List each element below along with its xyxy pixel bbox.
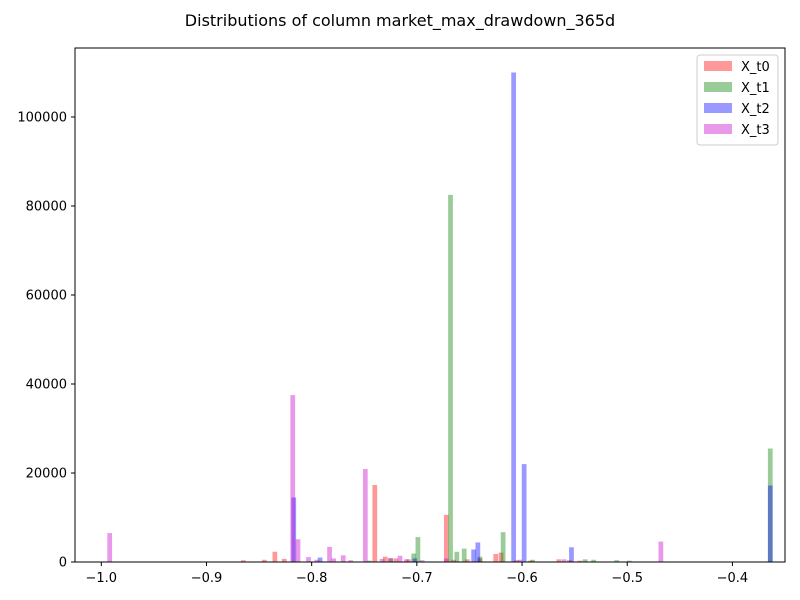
x-axis: −1.0 −0.9 −0.8 −0.7 −0.6 −0.5 −0.4: [86, 562, 749, 586]
y-tick-label-4: 80000: [26, 199, 67, 214]
bar-x-t1-13: [626, 560, 632, 562]
y-axis: 0 20000 40000 60000 80000 100000: [17, 110, 75, 571]
bar-x-t2-7: [569, 547, 574, 562]
bar-x-t3-11: [388, 557, 393, 562]
bar-x-t2-1: [317, 557, 323, 562]
bar-x-t3-2: [295, 539, 301, 562]
bar-x-t0-11: [477, 558, 483, 562]
bar-x-t0-6: [393, 558, 399, 562]
y-tick-label-3: 60000: [26, 288, 67, 303]
bar-x-t0-3: [281, 558, 287, 562]
x-tick-label-0: −1.0: [86, 571, 118, 586]
bar-x-t0-2: [272, 551, 278, 562]
x-tick-label-6: −0.4: [717, 571, 749, 586]
bar-x-t0-9: [451, 559, 457, 562]
bar-x-t2-4: [475, 542, 481, 562]
bar-x-t3-17: [561, 559, 567, 562]
bar-x-t1-6: [461, 548, 467, 562]
bar-x-t3-3: [306, 557, 311, 562]
bar-x-t1-8: [500, 532, 506, 562]
bar-x-t1-11: [591, 559, 596, 562]
bar-x-t2-3: [471, 549, 477, 562]
bar-x-t2-6: [521, 464, 527, 562]
bar-x-t3-4: [314, 559, 320, 562]
bar-x-t1-14: [767, 448, 773, 562]
legend-swatch-x-t0: [704, 61, 732, 71]
bar-x-t1-5: [454, 551, 460, 562]
bar-x-t3-14: [419, 560, 425, 562]
bar-x-t1-1: [388, 558, 393, 562]
bar-x-t3-13: [403, 559, 409, 562]
bar-x-t3-5: [327, 546, 332, 562]
bar-x-t0-7: [406, 559, 411, 562]
legend-swatch-x-t1: [704, 82, 732, 92]
bar-x-t0-4: [372, 485, 378, 562]
bar-x-t0-1: [261, 559, 267, 562]
legend-label-x-t3: X_t3: [741, 123, 770, 138]
legend-swatch-x-t3: [704, 124, 732, 134]
bar-x-t1-3: [415, 537, 421, 562]
y-tick-label-1: 20000: [26, 466, 67, 481]
bar-x-t0-17: [567, 560, 572, 562]
legend-label-x-t1: X_t1: [741, 81, 770, 96]
bar-x-t1-9: [530, 559, 535, 562]
legend-label-x-t0: X_t0: [741, 60, 770, 75]
x-tick-label-4: −0.6: [506, 571, 538, 586]
legend-frame: [696, 54, 779, 146]
bar-x-t1-12: [614, 560, 620, 562]
bar-x-t0-16: [556, 559, 562, 562]
bar-x-t0-10: [464, 559, 470, 562]
bar-x-t3-15: [443, 558, 449, 562]
bar-x-t1-7: [477, 556, 483, 562]
bar-x-t3-6: [331, 558, 337, 562]
bar-x-t2-0: [291, 497, 297, 562]
bar-x-t0-0: [240, 560, 246, 562]
bar-x-t1-4: [448, 194, 453, 563]
bar-x-t3-9: [362, 468, 368, 562]
bar-x-t0-8: [443, 514, 449, 562]
bar-x-t2-8: [767, 485, 773, 562]
bar-x-t3-0: [107, 533, 113, 562]
bar-x-t2-5: [511, 72, 516, 562]
y-tick-label-0: 0: [59, 556, 67, 571]
bar-x-t0-14: [514, 560, 520, 562]
chart-legend: X_t0 X_t1 X_t2 X_t3: [696, 54, 779, 146]
bar-x-t1-2: [411, 553, 417, 562]
bar-x-t3-10: [379, 558, 385, 562]
bar-x-t0-13: [498, 552, 504, 562]
y-tick-label-2: 40000: [26, 377, 67, 392]
bar-x-t3-18: [658, 541, 664, 562]
x-tick-label-1: −0.9: [191, 571, 223, 586]
legend-label-x-t2: X_t2: [741, 102, 770, 117]
plot-background: [75, 48, 785, 562]
legend-swatch-x-t2: [704, 103, 732, 113]
x-tick-label-3: −0.7: [401, 571, 433, 586]
bar-x-t0-15: [528, 560, 533, 562]
bar-x-t0-5: [382, 556, 388, 562]
plot-frame: [74, 47, 786, 563]
bar-x-t3-16: [517, 559, 523, 562]
x-tick-label-5: −0.5: [611, 571, 643, 586]
plot-area: [74, 47, 786, 563]
bar-x-t3-12: [397, 555, 403, 562]
bar-x-t3-1: [290, 395, 296, 562]
bars-layer: [107, 72, 773, 563]
bar-x-t0-12: [493, 553, 499, 562]
bar-x-t3-7: [340, 555, 346, 562]
x-tick-label-2: −0.8: [296, 571, 328, 586]
bar-x-t1-0: [367, 560, 372, 562]
bar-x-t3-8: [348, 560, 353, 562]
bar-x-t1-10: [582, 559, 588, 562]
y-tick-label-5: 100000: [17, 110, 67, 125]
chart-title: Distributions of column market_max_drawd…: [185, 11, 615, 31]
bar-x-t0-18: [577, 560, 583, 562]
bar-x-t2-2: [412, 558, 418, 562]
